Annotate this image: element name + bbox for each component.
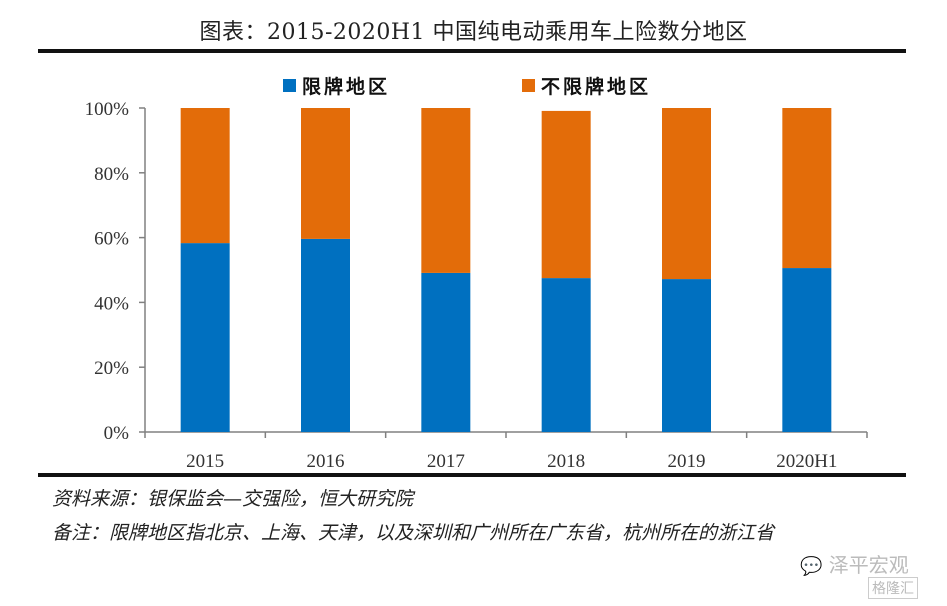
legend-label-unrestricted: 不限牌地区: [541, 76, 652, 98]
bar-restricted-2017: [421, 272, 471, 432]
bar-unrestricted-2019: [662, 108, 711, 280]
watermark-account: 💬 泽平宏观: [800, 549, 909, 578]
x-tick-label: 2020H1: [776, 451, 837, 472]
legend-item-unrestricted: 不限牌地区: [522, 72, 651, 99]
bar-unrestricted-2017: [421, 108, 471, 273]
bar-unrestricted-2018: [541, 110, 591, 279]
bar-unrestricted-2016: [301, 108, 350, 239]
x-tick-label: 2019: [668, 451, 706, 472]
x-tick-label: 2018: [547, 451, 585, 472]
bar-unrestricted-2020H1: [782, 108, 832, 269]
notes: 资料来源：银保监会—交强险，恒大研究院 备注：限牌地区指北京、上海、天津，以及深…: [52, 482, 912, 550]
y-tick-label: 20%: [94, 358, 129, 379]
bar-restricted-2015: [180, 243, 230, 432]
y-tick-label: 0%: [104, 423, 130, 444]
x-tick-label: 2016: [307, 451, 345, 472]
legend-swatch-unrestricted: [522, 79, 535, 92]
y-tick-label: 60%: [94, 229, 129, 250]
bar-restricted-2020H1: [782, 268, 832, 432]
legend-swatch-restricted: [283, 79, 296, 92]
remark-note: 备注：限牌地区指北京、上海、天津，以及深圳和广州所在广东省，杭州所在的浙江省: [52, 522, 775, 544]
chart-title: 图表：2015-2020H1 中国纯电动乘用车上险数分地区: [199, 20, 748, 45]
y-tick-label: 80%: [94, 164, 129, 185]
bottom-rule: [38, 473, 906, 477]
y-tick-label: 100%: [85, 99, 130, 120]
bar-unrestricted-2015: [180, 108, 230, 244]
top-rule: [38, 49, 906, 53]
bar-restricted-2018: [541, 278, 591, 432]
watermark-logo: 格隆汇: [868, 577, 918, 599]
legend-item-restricted: 限牌地区: [283, 72, 390, 99]
wechat-icon: 💬: [800, 556, 823, 577]
x-tick-label: 2015: [186, 451, 224, 472]
legend: 限牌地区 不限牌地区: [0, 72, 947, 98]
bar-restricted-2016: [301, 238, 350, 432]
y-tick-label: 40%: [94, 293, 129, 314]
watermark-account-name: 泽平宏观: [828, 553, 909, 577]
legend-label-restricted: 限牌地区: [302, 76, 391, 98]
source-note: 资料来源：银保监会—交强险，恒大研究院: [52, 488, 414, 510]
bar-restricted-2019: [662, 279, 711, 432]
x-tick-label: 2017: [427, 451, 465, 472]
